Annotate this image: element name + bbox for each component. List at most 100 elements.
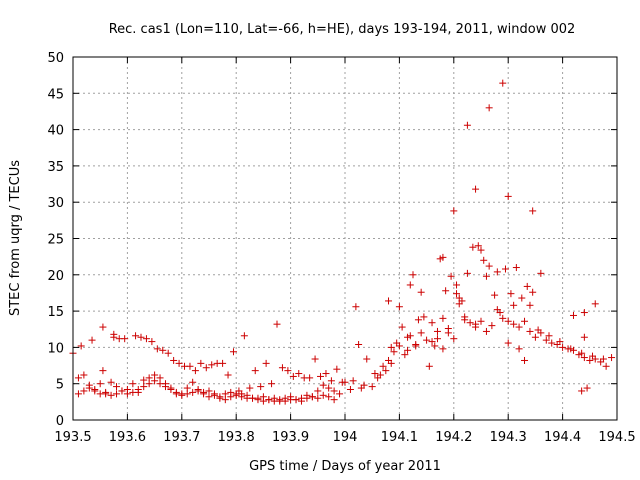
- data-point: [189, 388, 197, 396]
- data-point: [578, 349, 586, 357]
- data-point: [74, 390, 82, 398]
- data-point: [521, 317, 529, 325]
- data-point: [477, 317, 485, 325]
- data-point: [183, 390, 191, 398]
- data-points: [69, 79, 616, 405]
- x-tick-label: 194: [333, 430, 358, 445]
- data-point: [504, 317, 512, 325]
- y-tick-label: 0: [56, 414, 64, 429]
- data-point: [284, 367, 292, 375]
- y-tick-label: 10: [47, 341, 64, 356]
- data-point: [444, 329, 452, 337]
- data-point: [311, 355, 319, 363]
- data-point: [145, 380, 153, 388]
- data-point: [406, 281, 414, 289]
- data-point: [333, 365, 341, 373]
- data-point: [107, 378, 115, 386]
- data-point: [480, 256, 488, 264]
- data-point: [529, 288, 537, 296]
- data-point: [472, 320, 480, 328]
- data-point: [439, 253, 447, 261]
- data-point: [602, 362, 610, 370]
- data-point: [268, 380, 276, 388]
- data-point: [355, 340, 363, 348]
- x-tick-label: 194.3: [490, 430, 527, 445]
- data-point: [107, 391, 115, 399]
- data-point: [512, 264, 520, 272]
- data-point: [510, 320, 518, 328]
- data-point: [257, 383, 265, 391]
- data-point: [580, 309, 588, 317]
- data-point: [273, 320, 281, 328]
- data-point: [249, 394, 257, 402]
- data-point: [96, 390, 104, 398]
- data-point: [515, 345, 523, 353]
- data-point: [515, 323, 523, 331]
- data-point: [270, 397, 278, 405]
- data-point: [170, 356, 178, 364]
- data-point: [319, 391, 327, 399]
- data-point: [531, 333, 539, 341]
- data-point: [548, 339, 556, 347]
- grid-lines: [73, 57, 617, 420]
- data-point: [591, 300, 599, 308]
- data-point: [123, 390, 131, 398]
- data-point: [346, 386, 354, 394]
- data-point: [526, 301, 534, 309]
- data-point: [387, 359, 395, 367]
- data-point: [453, 290, 461, 298]
- data-point: [113, 383, 121, 391]
- data-point: [477, 246, 485, 254]
- data-point: [499, 79, 507, 87]
- data-point: [450, 335, 458, 343]
- data-point: [289, 372, 297, 380]
- data-point: [556, 338, 564, 346]
- data-point: [210, 391, 218, 399]
- data-point: [363, 355, 371, 363]
- data-point: [433, 335, 441, 343]
- data-point: [352, 303, 360, 311]
- data-point: [251, 367, 259, 375]
- data-point: [246, 384, 254, 392]
- data-point: [510, 301, 518, 309]
- data-point: [118, 387, 126, 395]
- data-point: [589, 352, 597, 360]
- data-point: [463, 269, 471, 277]
- data-point: [545, 332, 553, 340]
- data-point: [360, 381, 368, 389]
- x-tick-label: 193.9: [272, 430, 309, 445]
- data-point: [327, 377, 335, 385]
- data-point: [325, 393, 333, 401]
- data-point: [450, 207, 458, 215]
- data-point: [115, 335, 123, 343]
- data-point: [151, 377, 159, 385]
- data-point: [461, 313, 469, 321]
- data-point: [297, 397, 305, 405]
- data-point: [439, 345, 447, 353]
- x-tick-label: 193.6: [109, 430, 146, 445]
- data-point: [254, 396, 262, 404]
- data-point: [74, 374, 82, 382]
- data-point: [330, 387, 338, 395]
- data-point: [77, 342, 85, 350]
- data-point: [129, 380, 137, 388]
- data-point: [578, 387, 586, 395]
- data-point: [439, 314, 447, 322]
- data-point: [189, 378, 197, 386]
- data-point: [229, 348, 237, 356]
- data-point: [140, 383, 148, 391]
- y-tick-label: 45: [47, 87, 64, 102]
- data-point: [504, 339, 512, 347]
- y-tick-label: 15: [47, 305, 64, 320]
- data-point: [482, 327, 490, 335]
- data-point: [417, 329, 425, 337]
- data-point: [317, 372, 325, 380]
- chart-title: Rec. cas1 (Lon=110, Lat=-66, h=HE), days…: [109, 22, 576, 37]
- y-tick-label: 20: [47, 269, 64, 284]
- data-point: [442, 287, 450, 295]
- axis-ticks: 193.5 193.6 193.7 193.8 193.9 194 194.1 194.2 19…: [47, 51, 635, 445]
- data-point: [586, 356, 594, 364]
- data-point: [537, 269, 545, 277]
- data-point: [420, 313, 428, 321]
- data-point: [322, 370, 330, 378]
